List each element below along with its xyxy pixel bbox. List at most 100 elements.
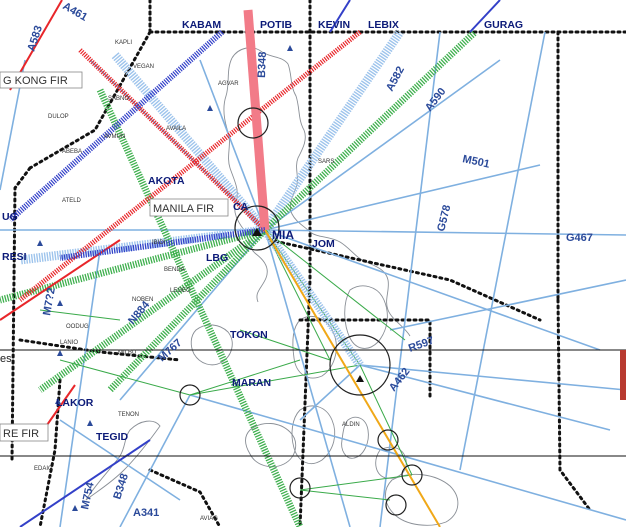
navaid-circles — [179, 107, 423, 516]
routes-hatched-darkblue — [8, 29, 266, 261]
waypoint-lebix: LEBIX — [368, 19, 399, 31]
waypoint-tegid: TEGID — [96, 431, 129, 443]
fix-markers — [37, 45, 364, 511]
fix-labels-small: KAPLI VEGAN AGVAR SABNO DULOP ABEBA AVMU… — [0, 40, 360, 522]
fix-aldin: ALDIN — [342, 422, 360, 428]
route-label-a582: A582 — [384, 65, 407, 94]
fir-boundary-inner-v1 — [298, 0, 312, 527]
palawan-coast — [85, 420, 161, 501]
samar-coast — [344, 285, 388, 349]
route-orange — [264, 229, 441, 527]
route-light-blue-5 — [199, 59, 266, 231]
routes-pink — [243, 9, 270, 231]
fir-boundary-south-2 — [148, 468, 222, 527]
fix-agvar: AGVAR — [218, 81, 239, 87]
route-light-blue-15 — [119, 394, 191, 527]
route-label-a461: A461 — [61, 0, 90, 24]
route-light-blue-10 — [379, 31, 441, 527]
leyte-coast — [292, 316, 337, 379]
navaid-circle-ca — [237, 107, 269, 139]
navaid-circle-2 — [401, 464, 423, 486]
fix-edaig: EDAIG — [34, 466, 53, 472]
airway-hatched-green-2 — [37, 227, 268, 393]
airway-hatched-green-5 — [107, 227, 268, 393]
route-light-blue-9 — [264, 229, 351, 527]
fix-marker-2 — [356, 375, 364, 382]
fix-benda: BENDA — [164, 267, 185, 273]
route-light-blue-19 — [299, 364, 361, 421]
bohol-coast — [375, 446, 407, 479]
route-light-blue-2 — [264, 229, 626, 236]
route-thin-green-4 — [189, 359, 301, 396]
airway-darkblue-2 — [59, 227, 266, 261]
fix-ateld: ATELD — [62, 198, 82, 204]
routes-light-blue — [0, 31, 626, 527]
fir-label-hong-kong: G KONG FIR — [3, 75, 68, 87]
fir-boundary-east — [556, 298, 592, 512]
route-blue-1 — [469, 0, 501, 33]
fix-tenon: TENON — [118, 412, 139, 418]
navaid-circle-3 — [385, 494, 407, 516]
airway-darkblue-1 — [8, 29, 224, 223]
fir-boundary-west — [10, 166, 32, 462]
waypoint-tokon: TOKON — [230, 329, 268, 341]
cebu-coast — [341, 416, 369, 459]
waypoint-gurag: GURAG — [484, 19, 523, 31]
fix-abeba: ABEBA — [62, 149, 82, 155]
airway-hatched-blue-2 — [111, 52, 269, 233]
route-light-blue-18 — [59, 249, 101, 527]
waypoint-akota: AKOTA — [148, 175, 185, 187]
route-label-a341: A341 — [133, 507, 159, 519]
airway-hatched-blue-1 — [261, 29, 404, 233]
waypoint-maran: MARAN — [232, 377, 271, 389]
fix-marker-4 — [57, 350, 63, 356]
fir-boundary-box — [298, 318, 432, 402]
route-thin-green-10 — [359, 364, 413, 476]
route-thin-green-11 — [39, 309, 121, 321]
fix-kapli: KAPLI — [115, 40, 132, 46]
route-label-g467: G467 — [566, 232, 593, 244]
routes-red — [0, 0, 121, 436]
airway-hatched-green-4 — [96, 88, 304, 527]
waypoint-potib: POTIB — [260, 19, 293, 31]
fix-marker-10 — [72, 505, 78, 511]
fir-label-manila: MANILA FIR — [153, 203, 214, 215]
coastline-layer — [85, 47, 459, 526]
waypoint-kevin: KEVIN — [318, 19, 350, 31]
fir-label-manila-group: MANILA FIR — [149, 198, 229, 217]
mindanao-coast — [385, 473, 459, 526]
fix-marker-7 — [37, 240, 43, 246]
waypoint-jom: JOM — [312, 238, 335, 250]
waypoint-mia: MIA — [272, 228, 294, 242]
fix-marker-1 — [252, 228, 262, 236]
luzon-coast — [231, 47, 411, 337]
fix-sabno: SABNO — [108, 96, 129, 102]
navaid-circle-1 — [377, 429, 399, 451]
waypoint-kabam: KABAM — [182, 19, 221, 31]
route-label-b348-south: B348 — [111, 472, 131, 501]
route-light-blue-6 — [89, 59, 266, 231]
fix-legeo: LEGEO — [170, 288, 191, 294]
airway-pink — [243, 9, 270, 231]
fir-label-hong-kong-group: G KONG FIR — [0, 71, 83, 89]
route-label-b348: B348 — [256, 51, 269, 78]
route-blue-2 — [329, 0, 351, 33]
navaid-circle-tokon — [179, 384, 201, 406]
fir-label-re: RE FIR — [3, 428, 39, 440]
fix-oodug: OODUG — [66, 324, 89, 330]
route-light-blue-3 — [264, 229, 601, 351]
waypoint-ca: CA — [233, 201, 249, 213]
route-thin-green-5 — [189, 364, 361, 396]
navaid-circle-cebu — [329, 334, 391, 396]
fix-ibidi: IBIDI — [152, 240, 166, 246]
fir-label-re-group: RE FIR — [0, 423, 49, 442]
route-label-a583: A583 — [25, 24, 45, 53]
overlay-rules — [0, 349, 626, 457]
waypoint-lakor: LAKOR — [56, 397, 94, 409]
fix-noben: NOBEN — [132, 297, 153, 303]
negros-coast — [291, 405, 336, 464]
fix-marker-8 — [207, 105, 213, 111]
fix-aviag: AVIAG — [200, 516, 218, 522]
route-light-blue-12 — [359, 364, 626, 391]
